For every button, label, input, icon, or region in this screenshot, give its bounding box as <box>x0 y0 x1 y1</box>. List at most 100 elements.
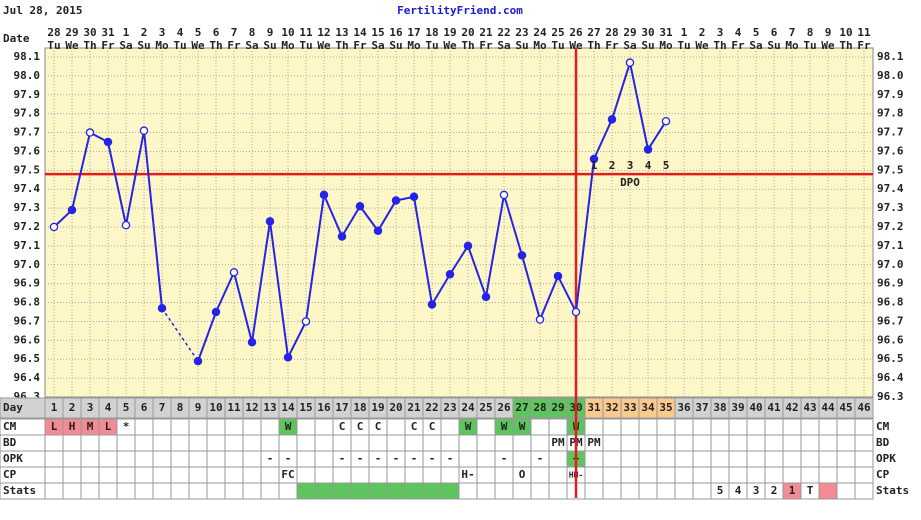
cell-text: FC <box>281 468 294 481</box>
cell-text: 4 <box>735 484 742 497</box>
y-tick-label-right: 97.1 <box>877 239 904 252</box>
weekday: We <box>821 39 835 52</box>
cell-text: - <box>375 452 382 465</box>
weekday: Tu <box>551 39 564 52</box>
day-number: 33 <box>623 401 636 414</box>
weekday: Th <box>839 39 852 52</box>
date: 3 <box>717 26 724 39</box>
temperature-point <box>139 126 149 135</box>
cell-highlight <box>314 482 334 500</box>
site-name[interactable]: FertilityFriend.com <box>397 4 523 17</box>
row-label-right: CP <box>876 468 890 481</box>
date: 4 <box>177 26 184 39</box>
weekday: Mo <box>785 39 799 52</box>
cell-text: H- <box>461 468 474 481</box>
cell-highlight <box>440 482 460 500</box>
day-cell-highlight <box>656 397 676 419</box>
day-number: 17 <box>335 401 348 414</box>
day-number: 12 <box>245 401 258 414</box>
day-number: 39 <box>731 401 744 414</box>
day-number: 6 <box>141 401 148 414</box>
cell-text: 3 <box>753 484 760 497</box>
date: 28 <box>605 26 618 39</box>
cell-text: - <box>339 452 346 465</box>
cell-text: - <box>411 452 418 465</box>
cell-highlight <box>386 482 406 500</box>
weekday: We <box>191 39 205 52</box>
temperature-point <box>427 300 437 309</box>
weekday: Tu <box>47 39 60 52</box>
y-tick-label: 96.6 <box>14 333 41 346</box>
cell-text: * <box>123 420 130 433</box>
cell-text: L <box>105 420 112 433</box>
cell-text: C <box>375 420 382 433</box>
day-number: 45 <box>839 401 852 414</box>
weekday: Tu <box>677 39 690 52</box>
date: 16 <box>389 26 403 39</box>
row-label: CP <box>3 468 17 481</box>
temperature-point <box>625 58 635 67</box>
cell-text: T <box>807 484 814 497</box>
day-number: 36 <box>677 401 691 414</box>
temperature-point <box>337 232 347 241</box>
temperature-point <box>463 241 473 251</box>
cell-text: C <box>339 420 346 433</box>
y-tick-label-right: 96.6 <box>877 333 904 346</box>
row-background <box>0 418 874 436</box>
cell-text: - <box>501 452 508 465</box>
day-number: 42 <box>785 401 798 414</box>
day-number: 7 <box>159 401 166 414</box>
date: 10 <box>281 26 294 39</box>
temperature-point <box>409 192 419 202</box>
weekday: Tu <box>173 39 186 52</box>
day-number: 44 <box>821 401 835 414</box>
date: 15 <box>371 26 384 39</box>
y-tick-label: 97.7 <box>14 126 41 139</box>
weekday: Mo <box>281 39 295 52</box>
temperature-point <box>301 317 311 326</box>
y-tick-label: 98.1 <box>14 50 41 63</box>
day-number: 8 <box>177 401 184 414</box>
date: 17 <box>407 26 420 39</box>
cell-highlight <box>368 482 388 500</box>
date: 29 <box>65 26 78 39</box>
date: 13 <box>335 26 348 39</box>
y-tick-label: 97.2 <box>14 220 41 233</box>
date: 9 <box>267 26 274 39</box>
y-tick-label-right: 97.2 <box>877 220 904 233</box>
day-number: 3 <box>87 401 94 414</box>
temperature-point <box>319 190 329 200</box>
cell-text: W <box>519 420 526 433</box>
row-background <box>0 434 874 452</box>
temperature-point <box>391 196 401 205</box>
date: 14 <box>353 26 367 39</box>
day-number: 2 <box>69 401 76 414</box>
day-number: 41 <box>767 401 781 414</box>
y-tick-label-right: 97.0 <box>877 258 904 271</box>
cell-highlight <box>332 482 352 500</box>
cell-highlight <box>404 482 424 500</box>
weekday: We <box>65 39 79 52</box>
weekday: Sa <box>623 39 636 52</box>
date: 29 <box>623 26 636 39</box>
cell-text: - <box>393 452 400 465</box>
temperature-point <box>499 190 509 200</box>
date: 23 <box>515 26 528 39</box>
cell-highlight <box>818 482 838 500</box>
cell-text: W <box>465 420 472 433</box>
date: 2 <box>141 26 148 39</box>
day-number: 26 <box>497 401 511 414</box>
day-number: 13 <box>263 401 276 414</box>
temperature-point <box>103 137 113 147</box>
cell-text: C <box>411 420 418 433</box>
y-tick-label-right: 96.3 <box>877 390 904 403</box>
temperature-point <box>661 116 671 126</box>
cell-text: W <box>501 420 508 433</box>
day-number: 40 <box>749 401 762 414</box>
day-number: 43 <box>803 401 816 414</box>
weekday: Fr <box>731 39 745 52</box>
day-number: 5 <box>123 401 130 414</box>
date: 7 <box>789 26 796 39</box>
weekday: We <box>695 39 709 52</box>
